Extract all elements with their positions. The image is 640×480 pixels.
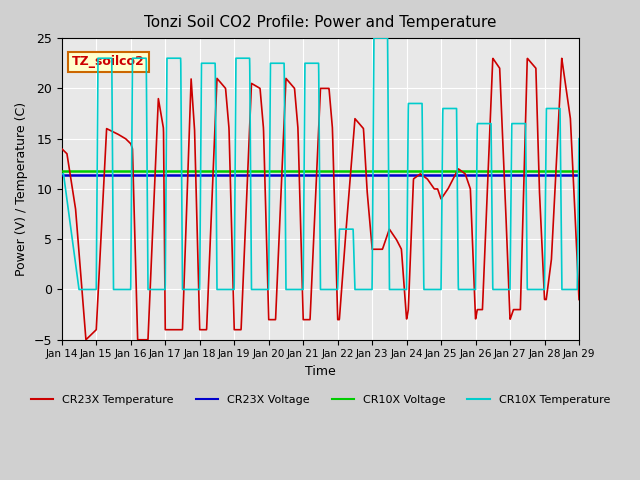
Text: TZ_soilco2: TZ_soilco2 — [72, 55, 145, 68]
X-axis label: Time: Time — [305, 365, 336, 378]
Legend: CR23X Temperature, CR23X Voltage, CR10X Voltage, CR10X Temperature: CR23X Temperature, CR23X Voltage, CR10X … — [26, 391, 614, 409]
Y-axis label: Power (V) / Temperature (C): Power (V) / Temperature (C) — [15, 102, 28, 276]
Title: Tonzi Soil CO2 Profile: Power and Temperature: Tonzi Soil CO2 Profile: Power and Temper… — [144, 15, 497, 30]
